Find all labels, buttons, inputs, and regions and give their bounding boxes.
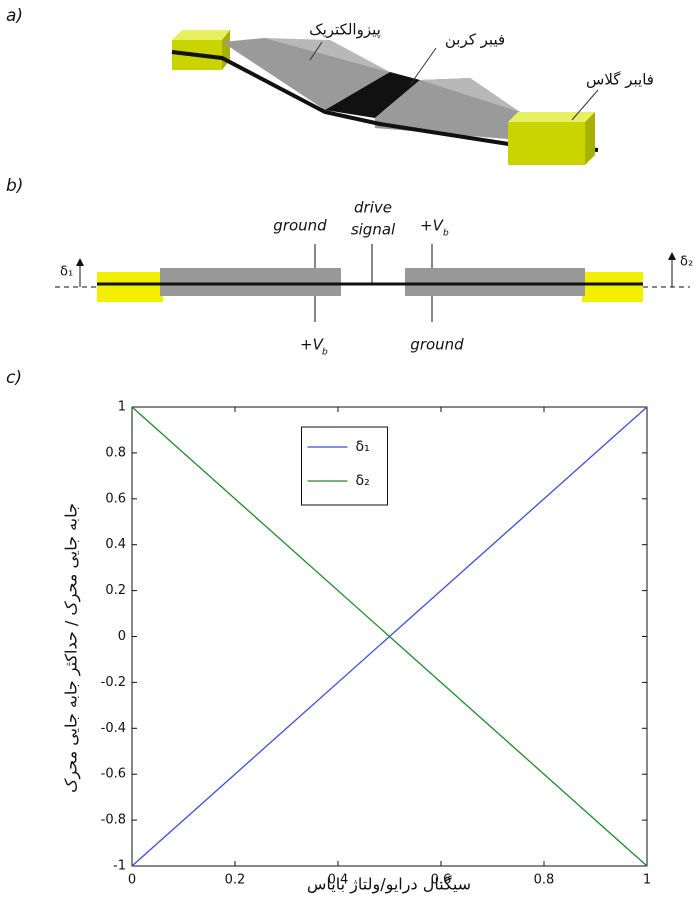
x-tick-label: 0.8 <box>534 873 555 888</box>
label-delta2: δ₂ <box>680 255 693 270</box>
label-signal: signal <box>351 221 396 239</box>
label-vb-sub: b <box>443 229 449 239</box>
beam-side <box>55 244 690 322</box>
x-tick-label: 0.2 <box>225 873 246 888</box>
y-tick-label: 0.8 <box>105 445 126 460</box>
series-line <box>131 406 648 867</box>
y-tick-label: -0.8 <box>101 813 126 828</box>
x-tick-label: 0.6 <box>431 873 452 888</box>
label-vb: +V <box>300 336 325 354</box>
label-ground: ground <box>273 217 327 235</box>
y-tick-label: 0.4 <box>105 537 126 552</box>
x-tick-label: 1 <box>643 873 651 888</box>
label-delta1: δ₁ <box>60 265 73 280</box>
y-tick-label: 0.6 <box>105 491 126 506</box>
label-vb: +V <box>420 217 445 235</box>
legend-label: δ₂ <box>356 473 370 489</box>
panel-label: c) <box>6 368 22 388</box>
y-tick-label: 0 <box>118 629 126 644</box>
label-drive: drive <box>354 199 392 217</box>
y-tick-label: -0.6 <box>101 767 126 782</box>
chart: -1 -0.8 -0.6 -0.4 -0.2 0 0.2 0.4 0.6 0.8 1 0 0.2 0.4 0… <box>101 400 652 888</box>
label-carbon: فیبر کربن <box>445 31 505 49</box>
panel-label: a) <box>6 6 23 26</box>
label-piezo: پیزوالکتریک <box>309 21 381 40</box>
x-tick-label: 0 <box>128 873 136 888</box>
y-tick-label: 0.2 <box>105 583 126 598</box>
x-tick-label: 0.4 <box>328 873 349 888</box>
legend-label: δ₁ <box>356 439 370 455</box>
label-vb-sub: b <box>322 348 328 358</box>
x-axis-label: سیگنال درایو/ولتاژ بایاس <box>307 875 471 895</box>
label-glass: فایبر گلاس <box>586 71 654 89</box>
label-ground: ground <box>410 336 464 354</box>
y-tick-label: 1 <box>118 400 126 415</box>
y-axis-label: جابه جایی محرک / حداکثر جابه جایی محرک <box>62 503 82 793</box>
legend-box <box>301 426 388 506</box>
panel-label: b) <box>6 176 23 196</box>
y-tick-label: -0.4 <box>101 721 126 736</box>
beam-3d <box>171 30 599 165</box>
y-tick-label: -0.2 <box>101 675 126 690</box>
y-tick-label: -1 <box>113 859 126 874</box>
